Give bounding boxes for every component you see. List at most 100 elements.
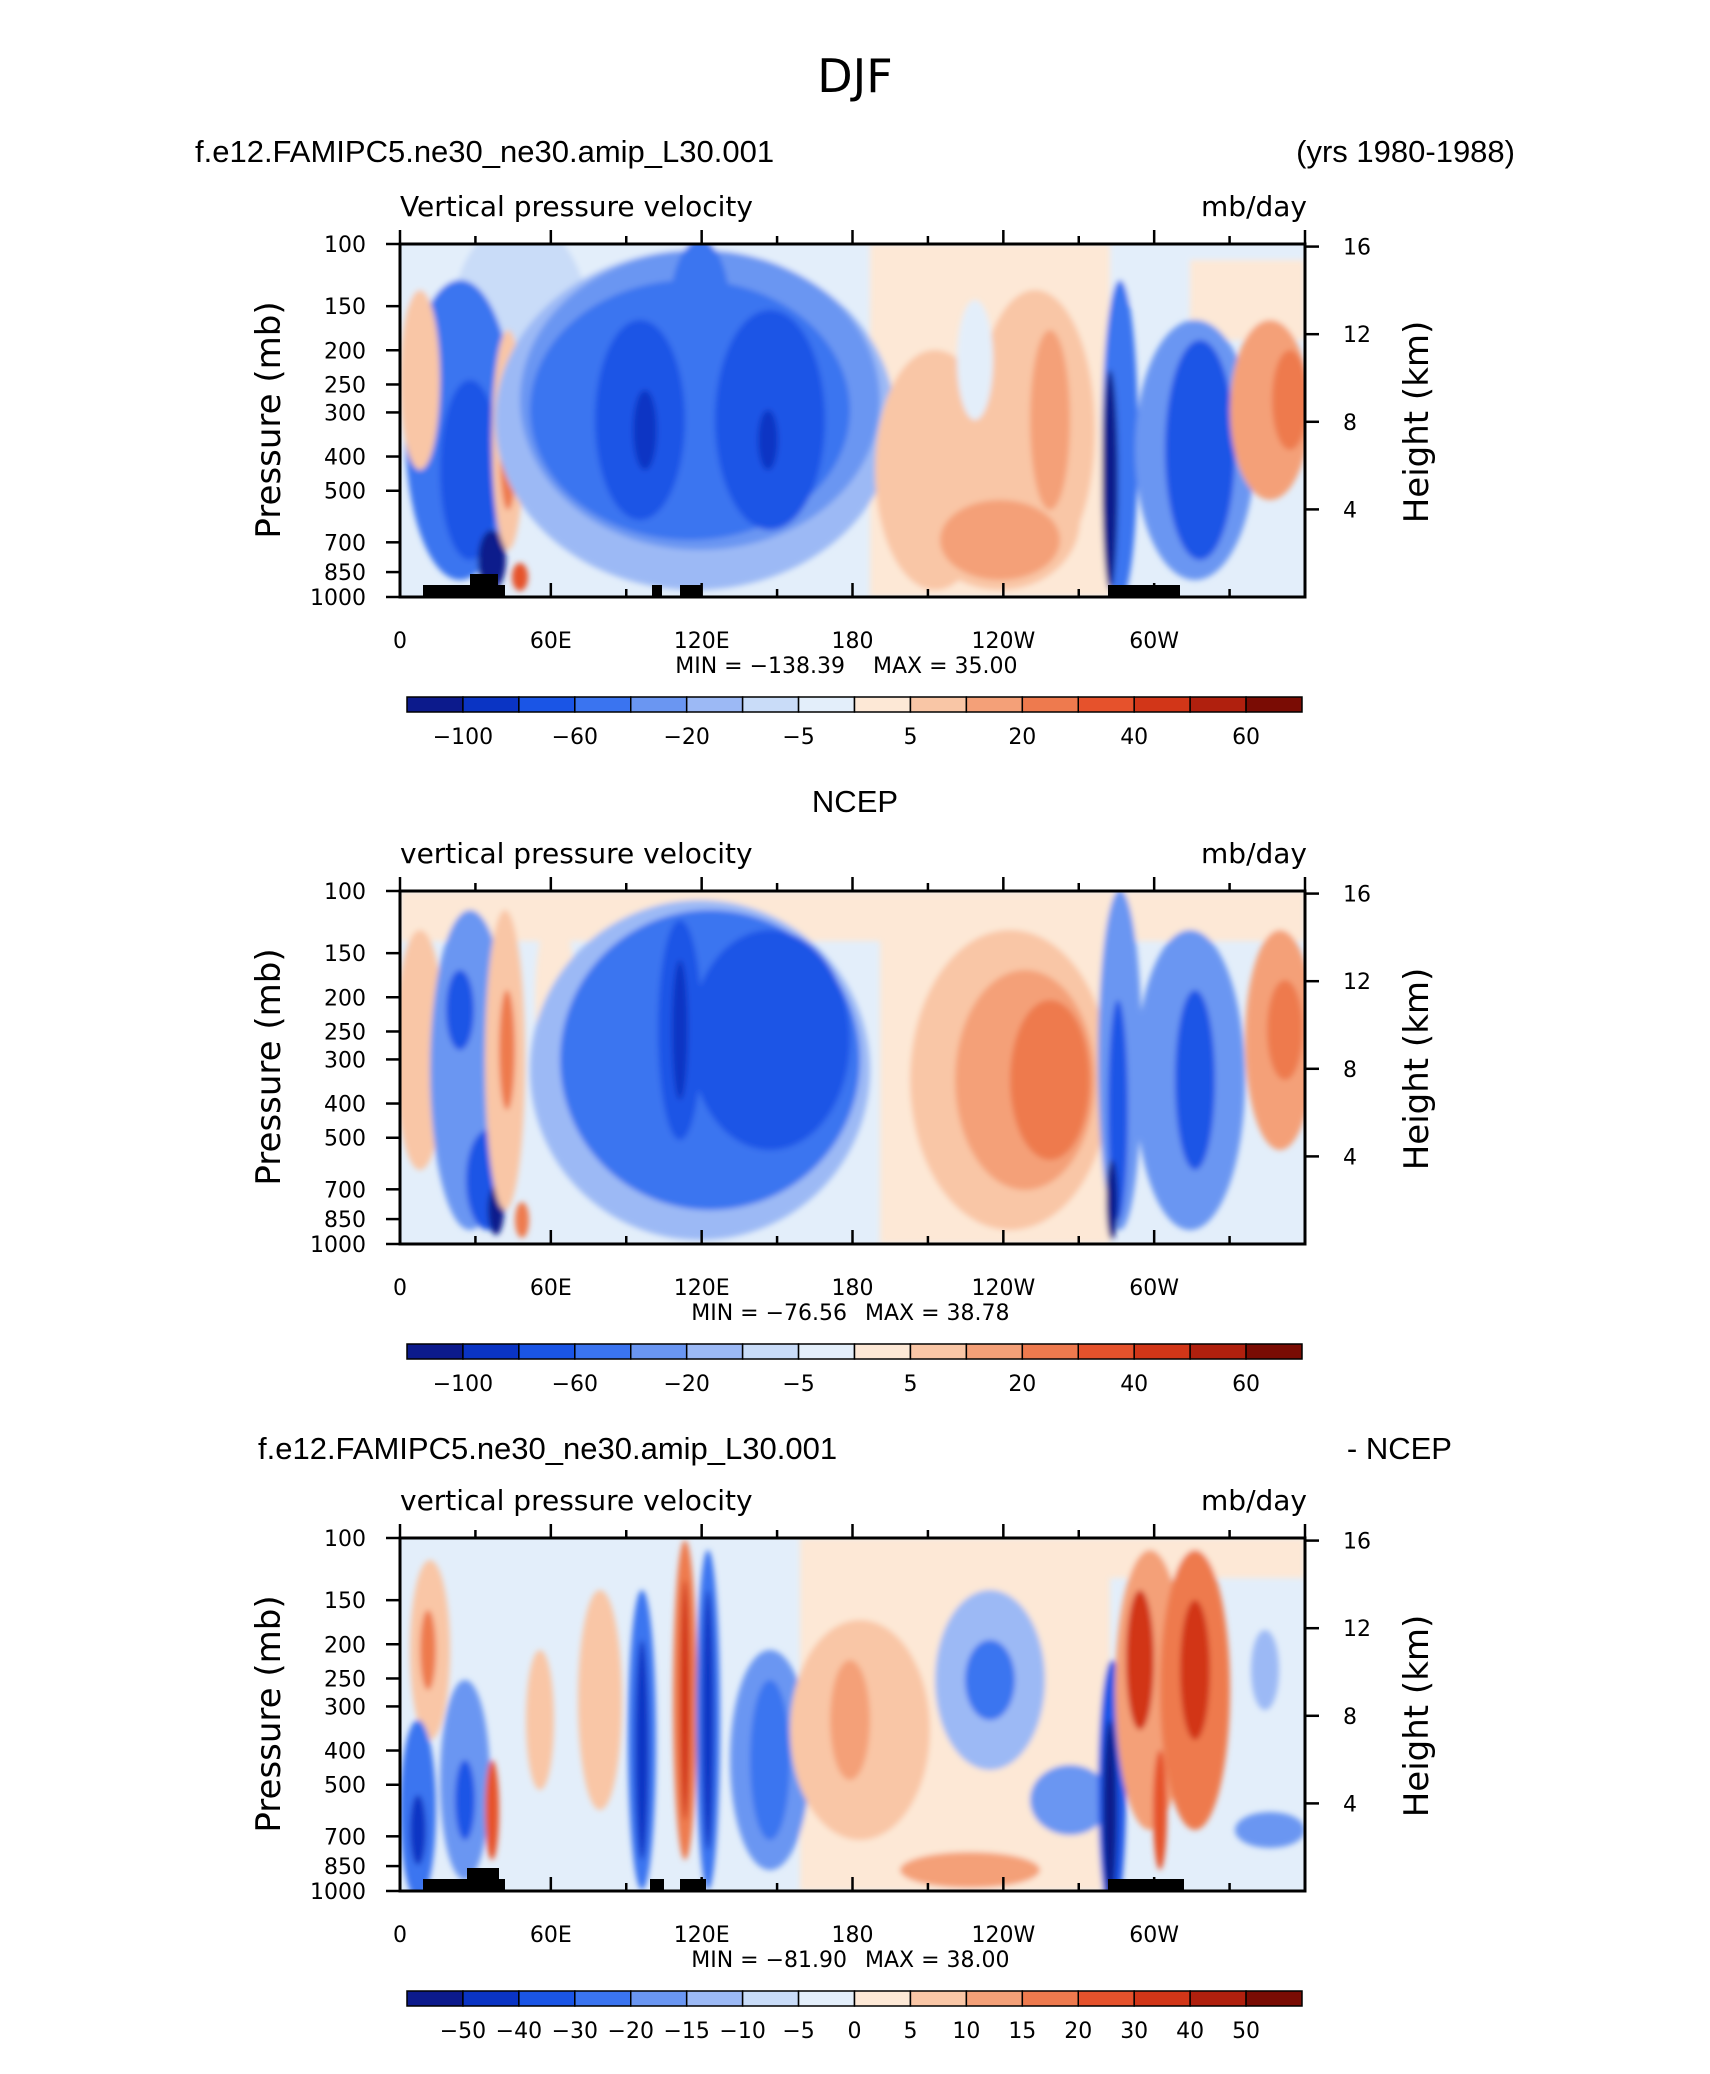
- x-tick-label: 120E: [674, 1923, 730, 1948]
- panel-obs-axes: 0 60E 120E 180 120W 60W 100 150 200 250 300 400 500 7…: [310, 877, 1371, 1301]
- colorbar-swatch: [406, 1990, 464, 2007]
- y-tick-label: 100: [324, 1527, 366, 1552]
- y-tick-label: 700: [324, 531, 366, 556]
- panel-model-colorbar: −100 −60 −20 −5 5 20 40 60: [406, 696, 1303, 750]
- diff-model-title: f.e12.FAMIPC5.ne30_ne30.amip_L30.001: [258, 1431, 837, 1466]
- y-tick-label: 250: [324, 1020, 366, 1045]
- colorbar-label: −5: [782, 1372, 814, 1397]
- panel-diff-field: [400, 1538, 1305, 1891]
- diff-suffix-title: - NCEP: [1347, 1431, 1452, 1466]
- colorbar-swatch: [685, 696, 744, 713]
- x-tick-label: 180: [832, 1923, 874, 1948]
- colorbar-swatch: [1245, 1343, 1303, 1360]
- panel-model-ylabel: Pressure (mb): [249, 301, 289, 538]
- colorbar-swatch: [1189, 1990, 1247, 2007]
- panel-obs-title: vertical pressure velocity: [400, 837, 753, 870]
- colorbar-swatch: [965, 1343, 1024, 1360]
- height-tick-label: 8: [1343, 411, 1357, 436]
- obs-title: NCEP: [812, 784, 898, 819]
- colorbar-swatch: [685, 1343, 744, 1360]
- y-tick-label: 150: [324, 1589, 366, 1614]
- panel-obs-y2label: Height (km): [1397, 968, 1437, 1171]
- colorbar-swatch: [406, 696, 464, 713]
- x-tick-label: 60E: [530, 629, 572, 654]
- panel-model-units: mb/day: [1201, 190, 1307, 223]
- colorbar-swatch: [909, 696, 968, 713]
- y-tick-label: 100: [324, 880, 366, 905]
- y-tick-label: 1000: [310, 1880, 366, 1905]
- x-tick-label: 60W: [1129, 1923, 1179, 1948]
- panel-model: Vertical pressure velocity mb/day: [249, 190, 1437, 750]
- y-tick-label: 250: [324, 1667, 366, 1692]
- colorbar-label: 15: [1008, 2019, 1036, 2044]
- colorbar-swatch: [1021, 1343, 1079, 1360]
- y-tick-label: 150: [324, 942, 366, 967]
- colorbar-label: −5: [782, 2019, 814, 2044]
- x-tick-label: 180: [832, 1276, 874, 1301]
- height-tick-label: 4: [1343, 498, 1357, 523]
- panel-obs-ylabel: Pressure (mb): [249, 948, 289, 1185]
- panel-diff-units: mb/day: [1201, 1484, 1307, 1517]
- panel-obs-field: [400, 891, 1305, 1244]
- panel-diff: vertical pressure velocity mb/day: [249, 1484, 1437, 2044]
- colorbar-label: −50: [440, 2019, 486, 2044]
- x-tick-label: 180: [832, 629, 874, 654]
- colorbar-swatch: [1077, 1990, 1135, 2007]
- y-tick-label: 1000: [310, 1233, 366, 1258]
- colorbar-swatch: [1077, 1343, 1135, 1360]
- height-tick-label: 16: [1343, 236, 1371, 261]
- colorbar-label: 20: [1064, 2019, 1092, 2044]
- y-tick-label: 100: [324, 233, 366, 258]
- colorbar-label: −5: [782, 725, 814, 750]
- colorbar-label: 40: [1120, 725, 1148, 750]
- colorbar-swatch: [1245, 1990, 1303, 2007]
- figure-title: DJF: [817, 49, 892, 103]
- colorbar-label: 0: [848, 2019, 862, 2044]
- colorbar-swatch: [462, 1343, 520, 1360]
- y-tick-label: 400: [324, 1740, 366, 1765]
- y-tick-label: 300: [324, 1048, 366, 1073]
- colorbar-label: 60: [1232, 1372, 1260, 1397]
- colorbar-swatch: [909, 1343, 968, 1360]
- height-tick-label: 12: [1343, 970, 1371, 995]
- colorbar-swatch: [965, 1990, 1024, 2007]
- colorbar-swatch: [797, 1343, 856, 1360]
- colorbar-swatch: [965, 696, 1024, 713]
- colorbar-label: −20: [663, 1372, 709, 1397]
- colorbar-label: 60: [1232, 725, 1260, 750]
- y-tick-label: 300: [324, 401, 366, 426]
- panel-diff-axes: 0 60E 120E 180 120W 60W 100 150 200 250 300 400 500 7…: [310, 1524, 1371, 1948]
- colorbar-swatch: [853, 1343, 912, 1360]
- x-tick-label: 120E: [674, 629, 730, 654]
- height-tick-label: 4: [1343, 1792, 1357, 1817]
- colorbar-swatch: [1077, 696, 1135, 713]
- height-tick-label: 12: [1343, 1617, 1371, 1642]
- height-tick-label: 16: [1343, 883, 1371, 908]
- colorbar-swatch: [853, 1990, 912, 2007]
- y-tick-label: 500: [324, 1774, 366, 1799]
- y-tick-label: 200: [324, 339, 366, 364]
- colorbar-swatch: [853, 696, 912, 713]
- colorbar-swatch: [1245, 696, 1303, 713]
- colorbar-swatch: [574, 1343, 632, 1360]
- panel-obs: vertical pressure velocity mb/day: [249, 837, 1437, 1397]
- y-tick-label: 850: [324, 561, 366, 586]
- years-label: (yrs 1980-1988): [1296, 134, 1515, 169]
- panel-diff-title: vertical pressure velocity: [400, 1484, 753, 1517]
- colorbar-label: −30: [552, 2019, 598, 2044]
- colorbar-swatch: [406, 1343, 464, 1360]
- colorbar-swatch: [630, 1343, 688, 1360]
- panel-diff-topography: [423, 1868, 1184, 1891]
- x-tick-label: 120W: [971, 1276, 1035, 1301]
- panel-model-axes: 0 60E 120E 180 120W 60W 100 150 200 250 300 400 500 7…: [310, 230, 1371, 654]
- y-tick-label: 700: [324, 1178, 366, 1203]
- panel-diff-min-label: MIN = −81.90: [691, 1948, 847, 1973]
- colorbar-label: −15: [663, 2019, 709, 2044]
- colorbar-label: −20: [663, 725, 709, 750]
- panel-model-topography: [423, 574, 1180, 597]
- y-tick-label: 400: [324, 446, 366, 471]
- colorbar-swatch: [741, 1343, 800, 1360]
- panel-diff-ylabel: Pressure (mb): [249, 1595, 289, 1832]
- panel-model-y2label: Height (km): [1397, 321, 1437, 524]
